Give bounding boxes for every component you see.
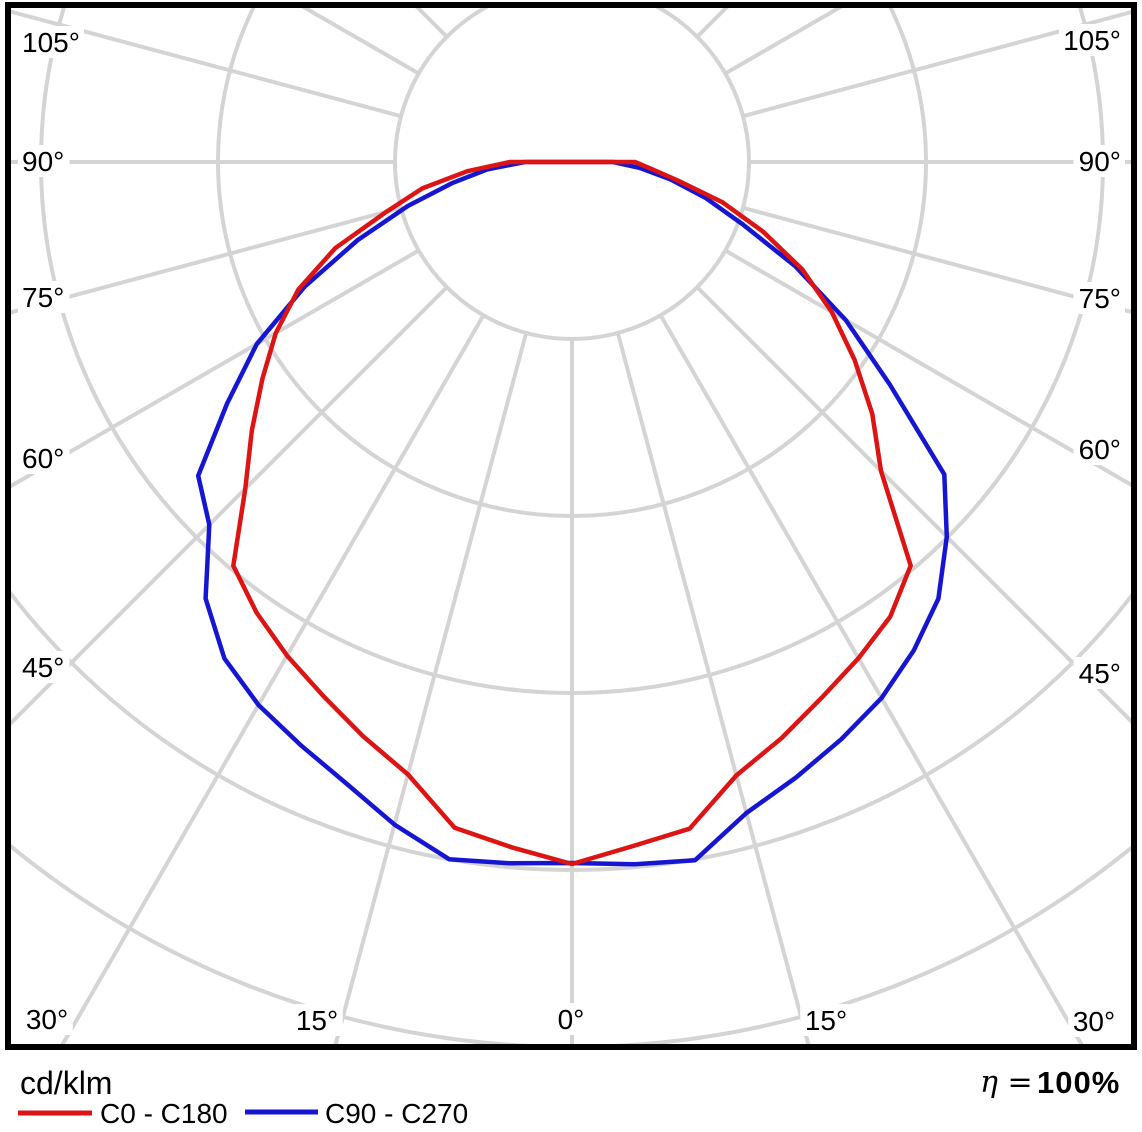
- units-label: cd/klm: [20, 1065, 112, 1101]
- angle-label: 90°: [1079, 146, 1121, 177]
- angle-label-halo: [18, 26, 84, 58]
- grid-ray: [695, 285, 1131, 724]
- grid-ray: [11, 205, 402, 315]
- legend-row: cd/klm C0 - C180 C90 - C270 η = 100%: [18, 1065, 1120, 1129]
- angle-label-halo: [18, 281, 70, 313]
- angle-label-halo: [1073, 433, 1125, 465]
- chart-border: [5, 2, 1137, 1050]
- grid-ray: [11, 285, 449, 726]
- angle-label: 90°: [22, 146, 64, 177]
- grid-ray: [11, 248, 420, 489]
- angle-label: 75°: [1079, 283, 1121, 314]
- grid-ray: [658, 314, 1084, 1044]
- angle-labels: 105° 90° 75° 60° 45° 105° 90° 75° 60° 45° 30° 15° 0°…: [18, 24, 1125, 1037]
- grid-ray: [742, 205, 1131, 314]
- efficiency-symbol: η =: [980, 1065, 1033, 1100]
- grid-ray: [742, 10, 1131, 119]
- angle-label: 15°: [805, 1005, 847, 1036]
- series-curve-c0-c180: [231, 159, 913, 867]
- angle-label: 105°: [1063, 25, 1121, 56]
- angle-label-halo: [18, 442, 70, 474]
- angle-label: 60°: [22, 443, 64, 474]
- angle-label: 30°: [26, 1004, 68, 1035]
- angle-label-halo: [1073, 282, 1125, 314]
- grid-ray: [11, 9, 402, 119]
- angle-label-halo: [291, 1004, 343, 1036]
- angle-label-halo: [1073, 657, 1125, 689]
- angle-label-halo: [800, 1004, 852, 1036]
- grid-ray: [60, 314, 486, 1044]
- angle-label-halo: [21, 1003, 73, 1035]
- grid-ray: [724, 248, 1131, 488]
- intensity-curves: [195, 159, 950, 867]
- grid-ring: [393, 8, 751, 341]
- angle-label: 75°: [22, 282, 64, 313]
- angle-label-halo: [552, 1003, 590, 1035]
- angle-label: 45°: [1079, 658, 1121, 689]
- grid-ray: [615, 332, 811, 1044]
- angle-label: 30°: [1073, 1006, 1115, 1037]
- angle-label: 60°: [1079, 434, 1121, 465]
- angle-label-halo: [1059, 24, 1125, 56]
- angle-label-halo: [18, 145, 70, 177]
- angle-label: 45°: [22, 652, 64, 683]
- angle-label: 0°: [558, 1004, 585, 1035]
- angle-label: 105°: [22, 27, 80, 58]
- legend-label-c0-c180: C0 - C180: [100, 1098, 228, 1129]
- legend-label-c90-c270: C90 - C270: [325, 1098, 468, 1129]
- grid-ray: [333, 332, 529, 1044]
- angle-label-halo: [1068, 1005, 1120, 1037]
- angle-label: 15°: [296, 1005, 338, 1036]
- angle-label-halo: [1073, 145, 1125, 177]
- efficiency-value: 100%: [1037, 1065, 1120, 1100]
- angle-label-halo: [18, 651, 70, 683]
